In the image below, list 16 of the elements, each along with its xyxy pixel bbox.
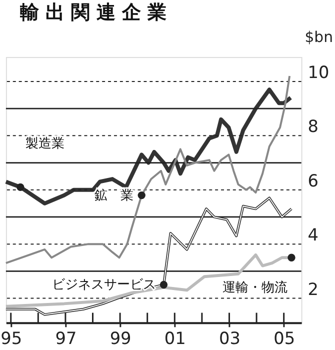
y-tick-label: 8 bbox=[308, 116, 318, 136]
x-tick-label: 05 bbox=[274, 328, 296, 348]
y-axis-title: $bn bbox=[304, 28, 334, 46]
x-tick-label: 01 bbox=[164, 328, 186, 348]
chart-title: 輸 出 関 連 企 業 bbox=[18, 1, 167, 24]
text: 製造業 bbox=[25, 136, 64, 152]
y-tick-label: 4 bbox=[308, 224, 318, 245]
x-tick-label: 03 bbox=[219, 328, 240, 348]
series-label: 運輸・物流 bbox=[222, 279, 288, 296]
y-tick-label: 10 bbox=[308, 62, 330, 82]
y-tick-label: 2 bbox=[308, 278, 318, 299]
series-label: 鉱 業 bbox=[94, 188, 134, 204]
x-tick-label: 99 bbox=[110, 328, 132, 348]
x-tick-label: 95 bbox=[0, 328, 22, 348]
y-tick-label: 6 bbox=[308, 170, 318, 190]
x-tick-label: 97 bbox=[55, 328, 77, 348]
